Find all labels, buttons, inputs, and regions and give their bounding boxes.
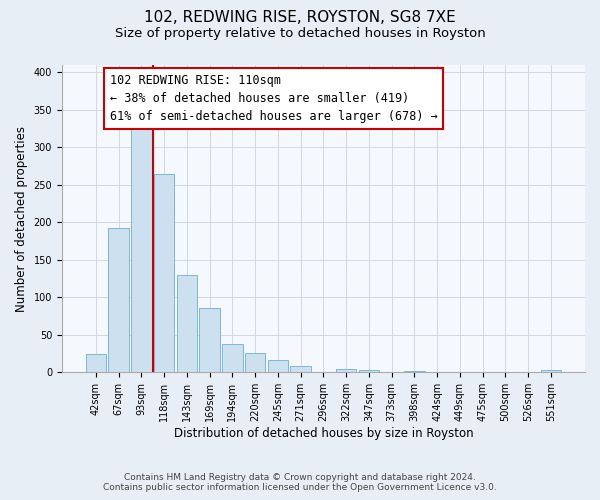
- Bar: [86, 354, 106, 372]
- Bar: [109, 228, 129, 372]
- X-axis label: Distribution of detached houses by size in Royston: Distribution of detached houses by size …: [173, 427, 473, 440]
- Bar: [290, 366, 311, 372]
- Bar: [404, 371, 425, 372]
- Bar: [176, 275, 197, 372]
- Text: 102, REDWING RISE, ROYSTON, SG8 7XE: 102, REDWING RISE, ROYSTON, SG8 7XE: [144, 10, 456, 25]
- Bar: [541, 370, 561, 372]
- Text: Contains HM Land Registry data © Crown copyright and database right 2024.
Contai: Contains HM Land Registry data © Crown c…: [103, 473, 497, 492]
- Bar: [336, 368, 356, 372]
- Bar: [359, 370, 379, 372]
- Bar: [199, 308, 220, 372]
- Text: 102 REDWING RISE: 110sqm
← 38% of detached houses are smaller (419)
61% of semi-: 102 REDWING RISE: 110sqm ← 38% of detach…: [110, 74, 437, 123]
- Text: Size of property relative to detached houses in Royston: Size of property relative to detached ho…: [115, 28, 485, 40]
- Bar: [222, 344, 242, 372]
- Y-axis label: Number of detached properties: Number of detached properties: [15, 126, 28, 312]
- Bar: [154, 174, 175, 372]
- Bar: [268, 360, 288, 372]
- Bar: [131, 125, 152, 372]
- Bar: [245, 353, 265, 372]
